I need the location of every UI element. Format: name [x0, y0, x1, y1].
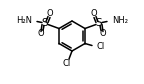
- Text: S: S: [42, 18, 48, 28]
- Text: O: O: [91, 9, 97, 18]
- Text: O: O: [47, 9, 53, 18]
- Text: Cl: Cl: [63, 59, 71, 68]
- Text: O: O: [100, 29, 106, 38]
- Text: H₂N: H₂N: [16, 16, 32, 25]
- Text: NH₂: NH₂: [112, 16, 128, 25]
- Text: S: S: [96, 18, 102, 28]
- Text: Cl: Cl: [97, 42, 105, 51]
- Text: O: O: [38, 29, 44, 38]
